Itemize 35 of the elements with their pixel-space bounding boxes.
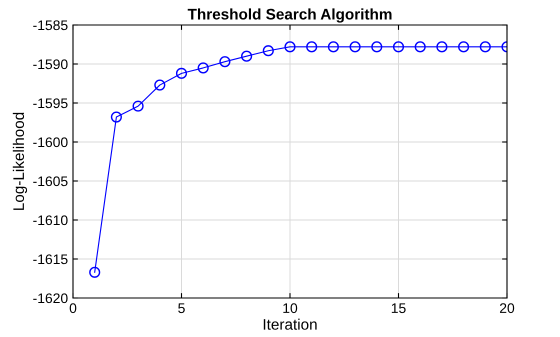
point [414,41,426,52]
y-tick-label: -1610 [33,215,68,226]
x-tick-label: 20 [500,303,514,314]
point [262,45,274,56]
point [392,41,404,52]
point [241,50,252,62]
point [198,62,209,74]
point [284,41,296,52]
point [89,266,100,278]
point [110,111,122,123]
y-tick-label: -1590 [33,59,68,70]
point [306,41,318,52]
point [480,41,491,52]
y-tick-label: -1585 [33,20,68,30]
y-tick-label: -1595 [33,98,68,108]
y-tick-label: -1600 [33,137,68,148]
point [154,80,166,91]
point [350,41,361,52]
point [328,41,339,52]
x-tick-label: 10 [283,303,298,314]
point [371,41,382,52]
point [132,100,144,112]
point [219,56,230,68]
point [176,68,188,79]
point [436,41,448,52]
x-tick-label: 15 [392,303,406,314]
y-axis-title: Log-Likelihood [12,112,28,210]
y-tick-label: -1615 [33,254,68,264]
y-tick-label: -1620 [33,293,68,304]
x-tick-label: 0 [70,303,76,314]
y-tick-label: -1605 [33,176,68,186]
point [458,41,470,52]
chart-title: Threshold Search Algorithm [188,8,392,23]
x-tick-label: 5 [178,303,185,314]
x-axis-title: Iteration [264,318,317,330]
